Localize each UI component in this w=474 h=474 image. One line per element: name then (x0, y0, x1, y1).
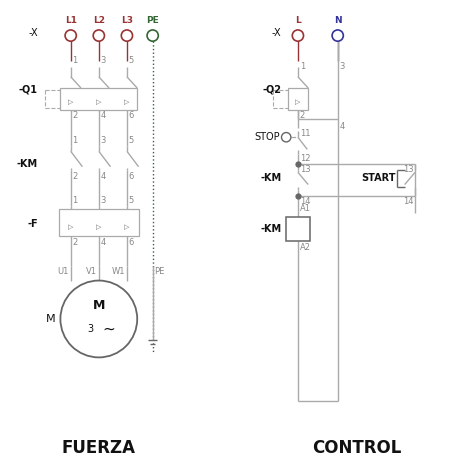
Text: STOP: STOP (255, 132, 280, 142)
Text: -Q1: -Q1 (19, 84, 38, 94)
Text: ▷: ▷ (124, 99, 129, 105)
Text: -Q2: -Q2 (263, 84, 282, 94)
Text: ▷: ▷ (96, 225, 101, 231)
Text: -X: -X (28, 28, 38, 38)
Text: 5: 5 (129, 136, 134, 145)
Text: 12: 12 (300, 154, 310, 163)
Text: 4: 4 (100, 173, 106, 182)
Bar (288, 88, 308, 109)
Text: 11: 11 (300, 129, 310, 138)
Bar (286, 217, 310, 241)
Text: 2: 2 (73, 238, 78, 247)
Text: 1: 1 (73, 196, 78, 205)
Text: 3: 3 (100, 136, 106, 145)
Text: ▷: ▷ (295, 99, 301, 105)
Text: M: M (46, 314, 56, 324)
Text: 1: 1 (73, 55, 78, 64)
Circle shape (332, 30, 343, 41)
Text: PE: PE (146, 16, 159, 25)
Text: START: START (361, 173, 396, 183)
Text: 4: 4 (100, 111, 106, 120)
Text: 5: 5 (129, 196, 134, 205)
Text: PE: PE (155, 267, 165, 276)
Text: U1: U1 (57, 267, 69, 276)
Circle shape (60, 281, 137, 357)
Text: 3: 3 (100, 196, 106, 205)
Text: FUERZA: FUERZA (62, 439, 136, 457)
Circle shape (121, 30, 133, 41)
Text: 4: 4 (339, 122, 345, 131)
Text: -KM: -KM (17, 159, 38, 169)
Text: 13: 13 (403, 165, 414, 174)
Text: 3: 3 (339, 62, 345, 71)
Text: L1: L1 (65, 16, 77, 25)
Bar (59, 209, 138, 236)
Text: 3: 3 (87, 324, 93, 334)
Circle shape (147, 30, 158, 41)
Text: A2: A2 (300, 243, 311, 252)
Text: 4: 4 (100, 238, 106, 247)
Circle shape (93, 30, 104, 41)
Text: -KM: -KM (260, 173, 282, 183)
Text: ▷: ▷ (68, 225, 73, 231)
Text: 2: 2 (73, 111, 78, 120)
Text: -F: -F (27, 219, 38, 229)
Text: N: N (334, 16, 342, 25)
Text: V1: V1 (86, 267, 97, 276)
Text: CONTROL: CONTROL (312, 439, 401, 457)
Circle shape (292, 30, 303, 41)
Text: 14: 14 (403, 197, 414, 206)
Text: L2: L2 (93, 16, 105, 25)
Text: ▷: ▷ (96, 99, 101, 105)
Text: 6: 6 (129, 238, 134, 247)
Circle shape (282, 133, 291, 142)
Text: 1: 1 (300, 62, 305, 71)
Text: W1: W1 (111, 267, 125, 276)
Text: 3: 3 (100, 55, 106, 64)
Text: ~: ~ (103, 322, 116, 337)
Text: 2: 2 (300, 111, 305, 120)
Text: ▷: ▷ (68, 99, 73, 105)
Text: M: M (92, 300, 105, 312)
Bar (60, 88, 137, 109)
Text: 6: 6 (129, 111, 134, 120)
Text: 6: 6 (129, 173, 134, 182)
Text: L3: L3 (121, 16, 133, 25)
Circle shape (65, 30, 76, 41)
Text: -X: -X (272, 28, 282, 38)
Text: -KM: -KM (260, 224, 282, 234)
Text: 5: 5 (129, 55, 134, 64)
Text: A1: A1 (300, 204, 311, 213)
Text: 1: 1 (73, 136, 78, 145)
Text: ▷: ▷ (124, 225, 129, 231)
Text: 14: 14 (300, 197, 310, 206)
Text: 2: 2 (73, 173, 78, 182)
Text: L: L (295, 16, 301, 25)
Text: 13: 13 (300, 165, 310, 174)
